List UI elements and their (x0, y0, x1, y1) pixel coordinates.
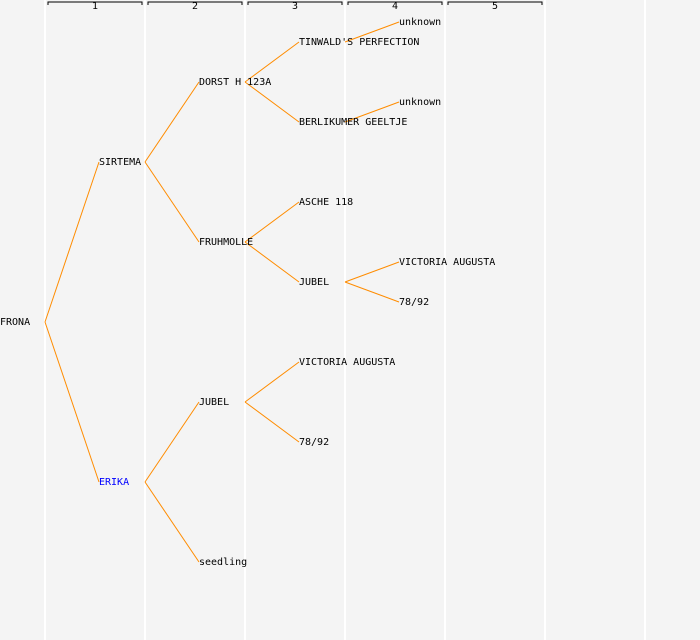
generation-header: 1 (92, 1, 98, 12)
pedigree-link (344, 21, 400, 43)
pedigree-link (144, 401, 200, 483)
generation-header: 3 (292, 1, 298, 12)
pedigree-link (44, 321, 100, 483)
pedigree-node[interactable]: 78/92 (399, 297, 429, 308)
pedigree-link (344, 281, 400, 303)
pedigree-node[interactable]: VICTORIA AUGUSTA (299, 357, 395, 368)
generation-bracket (347, 1, 443, 5)
pedigree-link (244, 401, 300, 443)
pedigree-link (244, 361, 300, 403)
pedigree-node[interactable]: ASCHE 118 (299, 197, 353, 208)
pedigree-node[interactable]: 78/92 (299, 437, 329, 448)
pedigree-link (144, 161, 200, 243)
pedigree-node[interactable]: unknown (399, 17, 441, 28)
pedigree-link (244, 41, 300, 83)
generation-header: 2 (192, 1, 198, 12)
generation-header: 4 (392, 1, 398, 12)
generation-bracket (147, 1, 243, 5)
pedigree-node[interactable]: BERLIKUMER GEELTJE (299, 117, 407, 128)
pedigree-link (44, 161, 100, 323)
pedigree-node[interactable]: JUBEL (299, 277, 329, 288)
pedigree-link (144, 81, 200, 163)
pedigree-link (244, 241, 300, 283)
generation-bracket (447, 1, 543, 5)
pedigree-node[interactable]: FRUHMOLLE (199, 237, 253, 248)
pedigree-node[interactable]: DORST H 123A (199, 77, 271, 88)
pedigree-node[interactable]: VICTORIA AUGUSTA (399, 257, 495, 268)
pedigree-link (144, 481, 200, 563)
generation-bracket (247, 1, 343, 5)
pedigree-node[interactable]: FRONA (0, 317, 30, 328)
pedigree-node[interactable]: JUBEL (199, 397, 229, 408)
pedigree-node[interactable]: ERIKA (99, 477, 129, 488)
pedigree-node[interactable]: unknown (399, 97, 441, 108)
pedigree-link (344, 261, 400, 283)
pedigree-link (344, 101, 400, 123)
pedigree-link (244, 81, 300, 123)
pedigree-link (244, 201, 300, 243)
pedigree-node[interactable]: SIRTEMA (99, 157, 141, 168)
generation-header: 5 (492, 1, 498, 12)
pedigree-node[interactable]: TINWALD'S PERFECTION (299, 37, 419, 48)
generation-bracket (47, 1, 143, 5)
pedigree-node[interactable]: seedling (199, 557, 247, 568)
